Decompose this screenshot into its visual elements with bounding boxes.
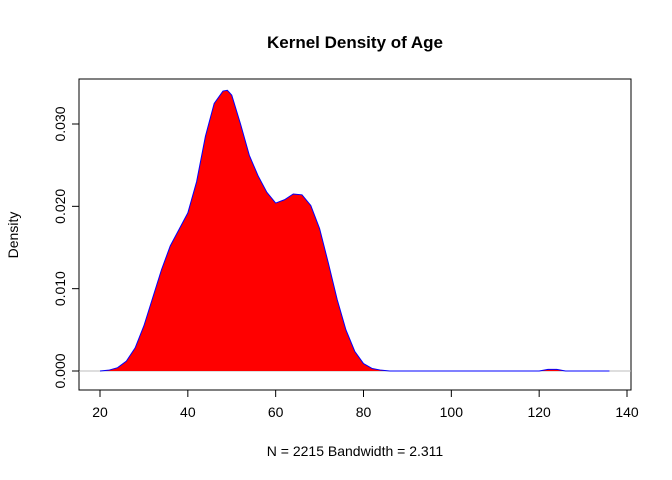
- x-tick-label: 40: [180, 404, 196, 420]
- chart-marks: [79, 89, 631, 372]
- y-tick-label: 0.020: [52, 189, 68, 224]
- x-tick-label: 140: [615, 404, 639, 420]
- x-tick-label: 120: [527, 404, 551, 420]
- y-tick-label: 0.010: [52, 271, 68, 306]
- y-axis: 0.000 0.010 0.020 0.030: [52, 106, 80, 389]
- x-tick-label: 100: [440, 404, 464, 420]
- density-area-fill: [100, 90, 610, 372]
- x-tick-label: 60: [268, 404, 284, 420]
- x-axis: 20 40 60 80 100 120 140: [92, 389, 639, 420]
- y-tick-label: 0.000: [52, 353, 68, 388]
- density-curve: [99, 89, 610, 372]
- chart-title: Kernel Density of Age: [267, 33, 443, 52]
- y-tick-label: 0.030: [52, 106, 68, 141]
- y-axis-label: Density: [5, 212, 21, 259]
- x-tick-label: 20: [92, 404, 108, 420]
- x-axis-label: N = 2215 Bandwidth = 2.311: [267, 443, 444, 459]
- x-tick-label: 80: [356, 404, 372, 420]
